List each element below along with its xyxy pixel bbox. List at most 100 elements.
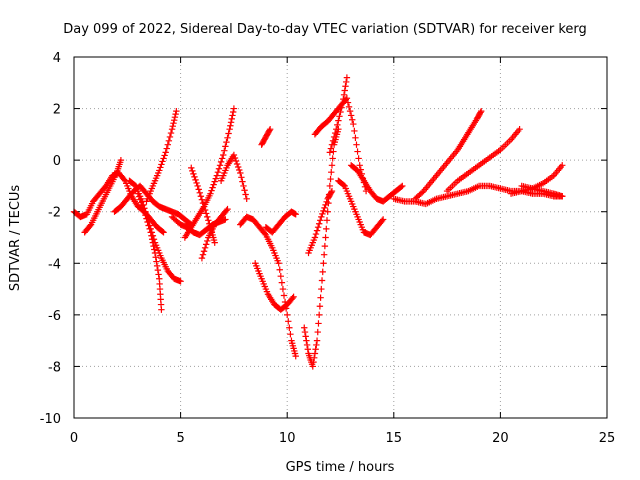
data-point: [225, 130, 232, 137]
data-point: [342, 78, 350, 86]
data-point: [343, 74, 351, 81]
data-point: [345, 103, 353, 111]
data-point: [236, 166, 243, 174]
data-point: [559, 162, 566, 169]
data-point: [205, 217, 212, 224]
series-trace-3: [111, 182, 195, 228]
data-point: [341, 87, 348, 94]
data-point: [327, 175, 334, 183]
data-point: [171, 113, 179, 121]
data-point: [340, 181, 347, 189]
series-trace-12: [237, 213, 299, 360]
data-point: [151, 246, 158, 253]
data-point: [215, 165, 223, 172]
data-point: [237, 169, 244, 177]
data-point: [320, 207, 327, 215]
data-point: [329, 137, 337, 145]
data-point: [201, 244, 209, 252]
data-point: [160, 229, 167, 236]
data-point: [202, 210, 210, 217]
data-point: [315, 320, 322, 327]
data-point: [279, 285, 287, 293]
y-tick-label: -6: [48, 309, 61, 324]
data-point: [153, 262, 161, 270]
data-point: [335, 117, 342, 124]
data-point: [163, 145, 170, 152]
data-point: [304, 346, 312, 353]
data-point: [243, 195, 250, 203]
data-point: [312, 230, 320, 238]
data-point: [330, 133, 338, 141]
series-trace-17: [305, 187, 336, 257]
data-point: [144, 218, 151, 226]
data-point: [224, 134, 231, 141]
data-point: [120, 176, 128, 183]
data-point: [216, 162, 224, 169]
data-point: [164, 141, 172, 148]
data-point: [173, 107, 180, 115]
data-point: [229, 112, 236, 119]
data-point: [320, 251, 328, 258]
data-point: [323, 217, 331, 224]
data-point: [378, 217, 386, 224]
data-point: [231, 154, 239, 162]
data-point: [478, 107, 485, 115]
data-point: [301, 324, 308, 331]
data-point: [217, 158, 225, 166]
data-point: [321, 204, 328, 212]
data-point: [319, 268, 326, 276]
y-tick-label: -10: [40, 412, 61, 427]
plot-frame: [73, 56, 608, 419]
data-point: [278, 279, 286, 286]
data-point: [326, 182, 334, 190]
data-point: [166, 133, 174, 141]
data-point: [152, 254, 159, 261]
data-point: [167, 129, 175, 137]
data-point: [172, 110, 179, 118]
data-point: [313, 227, 321, 234]
data-point: [220, 151, 227, 159]
series-trace-24: [443, 126, 523, 195]
series-trace-5: [143, 107, 180, 205]
data-point: [242, 191, 249, 198]
data-point: [317, 217, 324, 224]
data-point: [199, 199, 207, 207]
data-point: [160, 155, 167, 162]
data-point: [165, 137, 173, 145]
series-trace-11: [217, 151, 250, 203]
data-point: [207, 190, 214, 197]
data-point: [148, 236, 156, 243]
series-trace-23: [411, 107, 485, 203]
data-point: [146, 225, 153, 233]
data-point: [292, 352, 299, 360]
data-point: [315, 311, 323, 319]
data-point: [303, 341, 311, 349]
data-point: [340, 91, 348, 99]
data-point: [317, 294, 324, 301]
data-point: [343, 95, 351, 102]
series-trace-8: [181, 105, 238, 241]
series-trace-2: [81, 156, 125, 236]
data-point: [192, 176, 199, 184]
data-point: [204, 213, 211, 221]
data-point: [275, 260, 282, 267]
data-point: [222, 143, 229, 150]
data-point: [290, 293, 297, 301]
data-point: [139, 202, 146, 209]
data-point: [214, 168, 222, 176]
data-point: [222, 216, 229, 223]
data-point: [328, 141, 336, 148]
data-point: [218, 155, 226, 162]
data-point: [313, 337, 321, 344]
data-point: [171, 116, 178, 124]
data-point: [323, 198, 330, 206]
data-point: [198, 196, 206, 203]
x-tick-label: 25: [599, 431, 616, 446]
data-point: [302, 333, 309, 340]
data-point: [336, 113, 343, 120]
data-point: [194, 182, 201, 190]
series-trace-21: [347, 162, 406, 205]
data-point: [339, 100, 346, 107]
data-point: [208, 187, 215, 194]
data-point: [318, 285, 325, 293]
